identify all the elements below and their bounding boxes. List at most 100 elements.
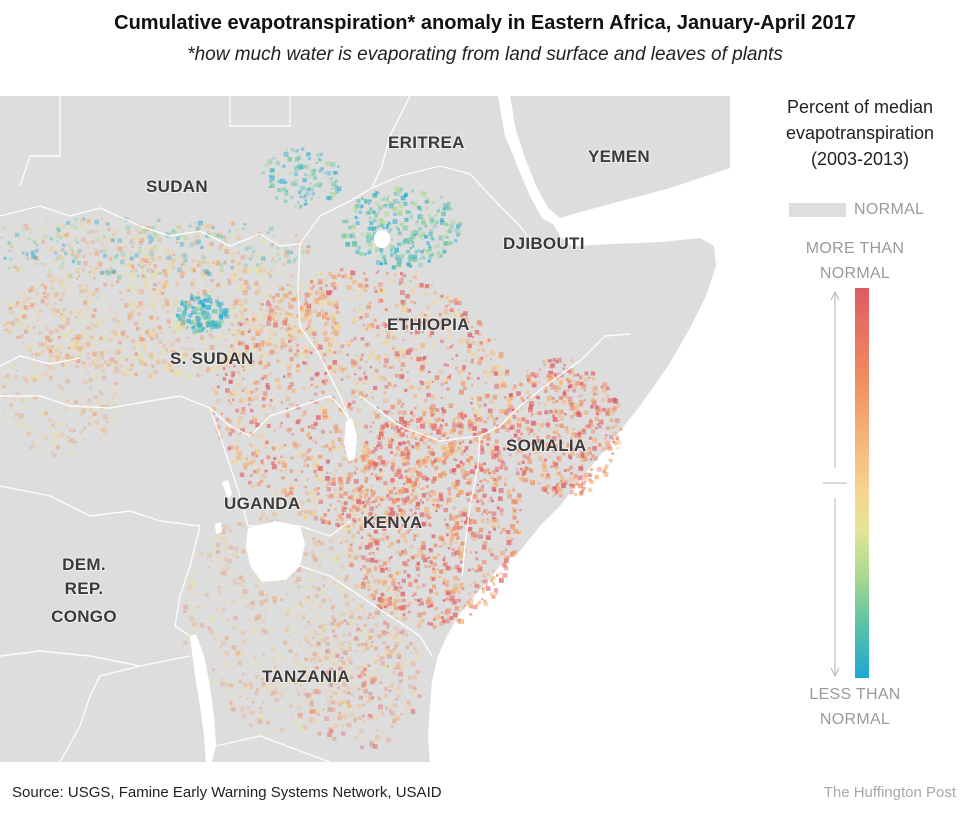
anomaly-pixel [306,324,311,328]
anomaly-pixel [410,474,414,479]
anomaly-pixel [478,534,483,539]
anomaly-pixel [445,502,449,506]
anomaly-pixel [109,237,114,242]
anomaly-pixel [489,496,493,500]
anomaly-pixel [191,228,194,231]
anomaly-pixel [149,257,154,263]
anomaly-pixel [252,250,256,254]
anomaly-pixel [168,365,171,368]
anomaly-pixel [493,406,497,409]
anomaly-pixel [320,309,325,314]
anomaly-pixel [482,510,485,513]
anomaly-pixel [414,492,418,496]
anomaly-pixel [559,416,564,421]
anomaly-pixel [296,691,301,696]
anomaly-pixel [274,332,277,335]
anomaly-pixel [211,261,215,264]
anomaly-pixel [490,350,496,356]
anomaly-pixel [219,263,224,267]
anomaly-pixel [376,435,380,439]
anomaly-pixel [69,329,74,334]
anomaly-pixel [458,526,462,530]
anomaly-pixel [280,508,284,512]
anomaly-pixel [382,526,387,531]
anomaly-pixel [399,614,403,617]
anomaly-pixel [494,446,500,452]
anomaly-pixel [474,534,479,538]
anomaly-pixel [373,318,377,322]
anomaly-pixel [157,287,162,292]
anomaly-pixel [578,466,584,471]
anomaly-pixel [270,260,274,264]
anomaly-pixel [285,328,290,332]
anomaly-pixel [462,548,465,551]
anomaly-pixel [327,480,332,486]
anomaly-pixel [511,538,514,541]
anomaly-pixel [206,320,211,325]
anomaly-pixel [266,301,271,307]
anomaly-pixel [235,427,238,430]
anomaly-pixel [164,365,167,369]
anomaly-pixel [254,427,257,430]
anomaly-pixel [559,475,564,480]
anomaly-pixel [127,262,133,268]
anomaly-pixel [513,433,518,438]
anomaly-pixel [272,319,275,322]
anomaly-pixel [161,284,166,289]
anomaly-pixel [219,267,224,272]
anomaly-pixel [188,303,193,308]
anomaly-pixel [319,516,324,521]
anomaly-pixel [443,234,448,238]
anomaly-pixel [318,604,322,608]
anomaly-pixel [213,260,216,264]
anomaly-pixel [54,356,59,361]
anomaly-pixel [149,248,153,252]
anomaly-pixel [197,228,201,232]
anomaly-pixel [369,536,374,541]
anomaly-pixel [56,227,60,231]
anomaly-pixel [305,165,310,170]
anomaly-pixel [472,410,477,415]
anomaly-pixel [69,319,71,322]
anomaly-pixel [190,281,195,286]
anomaly-pixel [92,338,95,341]
anomaly-pixel [244,292,248,296]
anomaly-pixel [230,703,233,706]
anomaly-pixel [310,490,315,495]
anomaly-pixel [307,369,311,372]
anomaly-pixel [128,365,134,370]
anomaly-pixel [220,247,225,251]
anomaly-pixel [340,712,343,715]
anomaly-pixel [474,422,477,425]
anomaly-pixel [568,476,574,482]
anomaly-pixel [508,393,513,397]
anomaly-pixel [416,205,421,210]
anomaly-pixel [453,525,459,531]
anomaly-pixel [215,430,219,434]
anomaly-pixel [272,265,277,270]
anomaly-pixel [49,335,54,339]
anomaly-pixel [596,423,600,426]
anomaly-pixel [459,560,463,564]
anomaly-pixel [195,307,199,311]
anomaly-pixel [172,312,176,316]
anomaly-pixel [274,491,279,496]
anomaly-pixel [183,238,187,242]
anomaly-pixel [364,289,368,292]
anomaly-pixel [435,221,439,224]
anomaly-pixel [163,303,168,307]
anomaly-pixel [412,594,415,597]
anomaly-pixel [382,579,388,585]
anomaly-pixel [182,319,185,322]
anomaly-pixel [476,377,480,380]
anomaly-pixel [380,459,386,465]
anomaly-pixel [410,200,414,205]
anomaly-pixel [339,642,343,646]
anomaly-pixel [429,229,434,233]
anomaly-pixel [415,470,419,473]
anomaly-pixel [397,466,401,470]
anomaly-pixel [412,537,416,541]
anomaly-pixel [386,506,390,509]
anomaly-pixel [490,475,494,479]
anomaly-pixel [183,316,186,319]
